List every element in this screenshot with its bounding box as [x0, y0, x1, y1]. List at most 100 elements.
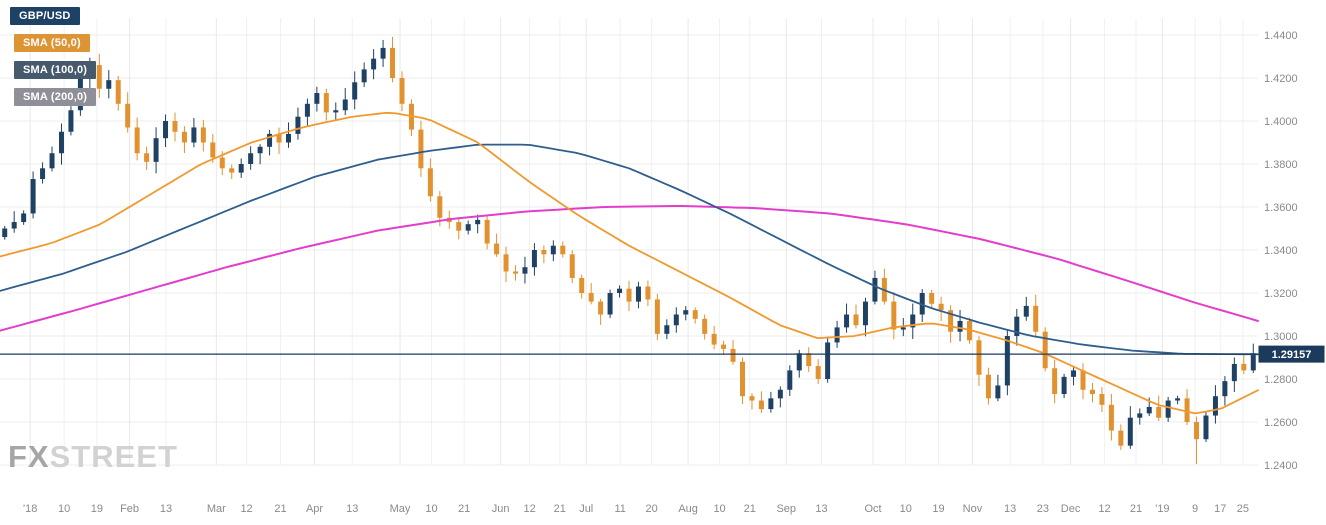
candle — [635, 281, 641, 309]
x-axis-label: 9 — [1192, 503, 1198, 515]
candle — [569, 250, 575, 284]
candle-body — [106, 80, 112, 89]
legend-item-sma-100-0[interactable]: SMA (100,0) — [14, 61, 97, 79]
candle-body — [1023, 305, 1029, 317]
x-axis-label: Sep — [776, 503, 796, 515]
price-axis: 1.4400 1.4200 1.4000 1.3800 1.3600 1.3400 1.32… — [1264, 30, 1298, 472]
candle-body — [248, 153, 254, 164]
horizontal-gridlines — [0, 34, 1258, 466]
candle — [673, 307, 679, 333]
candle — [96, 53, 102, 98]
candle — [806, 347, 812, 372]
x-axis-label: '19 — [1155, 503, 1169, 515]
candle — [181, 126, 187, 153]
candle-body — [834, 327, 840, 343]
candle-body — [1222, 381, 1228, 397]
candle — [21, 210, 27, 225]
candle-body — [1184, 398, 1190, 422]
x-axis-label: 10 — [900, 503, 912, 515]
candle-body — [948, 310, 954, 332]
fxstreet-logo: FXSTREET — [8, 441, 178, 472]
candle — [1118, 424, 1124, 450]
candle-body — [512, 271, 518, 274]
candle-body — [626, 288, 632, 302]
x-axis-label: Jun — [492, 503, 510, 515]
current-price-value: 1.29157 — [1272, 349, 1312, 361]
candle — [342, 88, 348, 116]
candle-body — [702, 318, 708, 334]
candle-body — [163, 121, 169, 139]
candle-body — [503, 254, 509, 272]
candle-body — [1014, 316, 1020, 336]
fxstreet-logo-fx: FX — [8, 439, 50, 474]
candle — [1108, 393, 1114, 441]
candle — [276, 127, 282, 154]
y-axis-label: 1.2400 — [1264, 460, 1298, 472]
candle — [1165, 396, 1171, 422]
candle — [465, 220, 471, 235]
y-axis-label: 1.2600 — [1264, 417, 1298, 429]
candle — [248, 146, 254, 170]
x-axis-label: 12 — [240, 503, 252, 515]
candle-body — [229, 168, 235, 173]
candle — [229, 164, 235, 179]
candle-body — [740, 361, 746, 397]
candle-body — [1108, 404, 1114, 431]
candle — [503, 246, 509, 283]
x-axis-label: 19 — [91, 503, 103, 515]
candle-body — [598, 301, 604, 315]
candle-body — [96, 65, 102, 89]
x-axis-label: Feb — [120, 503, 139, 515]
candle-body — [768, 398, 774, 410]
legend-item-sma-50-0[interactable]: SMA (50,0) — [14, 34, 90, 52]
candle-body — [257, 146, 263, 154]
candle — [853, 304, 859, 329]
candle — [938, 296, 944, 321]
sma-line-1000 — [0, 143, 1259, 356]
candle — [654, 293, 660, 340]
candle-body — [1052, 368, 1058, 395]
candle — [1042, 327, 1048, 372]
candle-body — [588, 293, 594, 302]
candle-body — [418, 129, 424, 169]
candle — [522, 256, 528, 284]
candle — [995, 374, 1001, 402]
candle-body — [399, 78, 405, 104]
candle-body — [484, 219, 490, 244]
x-axis-label: Dec — [1061, 503, 1081, 515]
y-axis-label: 1.2800 — [1264, 374, 1298, 386]
candle — [418, 120, 424, 177]
x-axis-label: Aug — [678, 503, 698, 515]
candle-body — [645, 286, 651, 300]
candle-body — [541, 250, 547, 255]
candle-body — [522, 267, 528, 274]
legend-item-sma-200-0[interactable]: SMA (200,0) — [14, 88, 97, 106]
candle-body — [153, 138, 159, 162]
legend-item-gbp-usd[interactable]: GBP/USD — [10, 7, 80, 25]
candle-body — [692, 310, 698, 319]
candle-body — [134, 127, 140, 154]
candle — [494, 233, 500, 257]
candle — [257, 144, 263, 165]
candle-body — [191, 127, 197, 143]
candle-body — [569, 254, 575, 278]
candle — [825, 336, 831, 383]
x-axis-label: 10 — [713, 503, 725, 515]
candle — [626, 280, 632, 312]
candle-body — [2, 228, 8, 238]
x-axis-label: 13 — [1004, 503, 1016, 515]
candle-body — [673, 314, 679, 326]
candle — [172, 112, 178, 142]
candle-body — [342, 99, 348, 111]
candle — [702, 314, 708, 340]
candle-body — [314, 93, 320, 104]
candle-body — [181, 131, 187, 143]
x-axis-label: 23 — [1037, 503, 1049, 515]
candle — [929, 289, 935, 309]
candle — [361, 62, 367, 88]
candle-body — [333, 110, 339, 113]
candle-body — [683, 310, 689, 315]
candle-body — [796, 353, 802, 371]
